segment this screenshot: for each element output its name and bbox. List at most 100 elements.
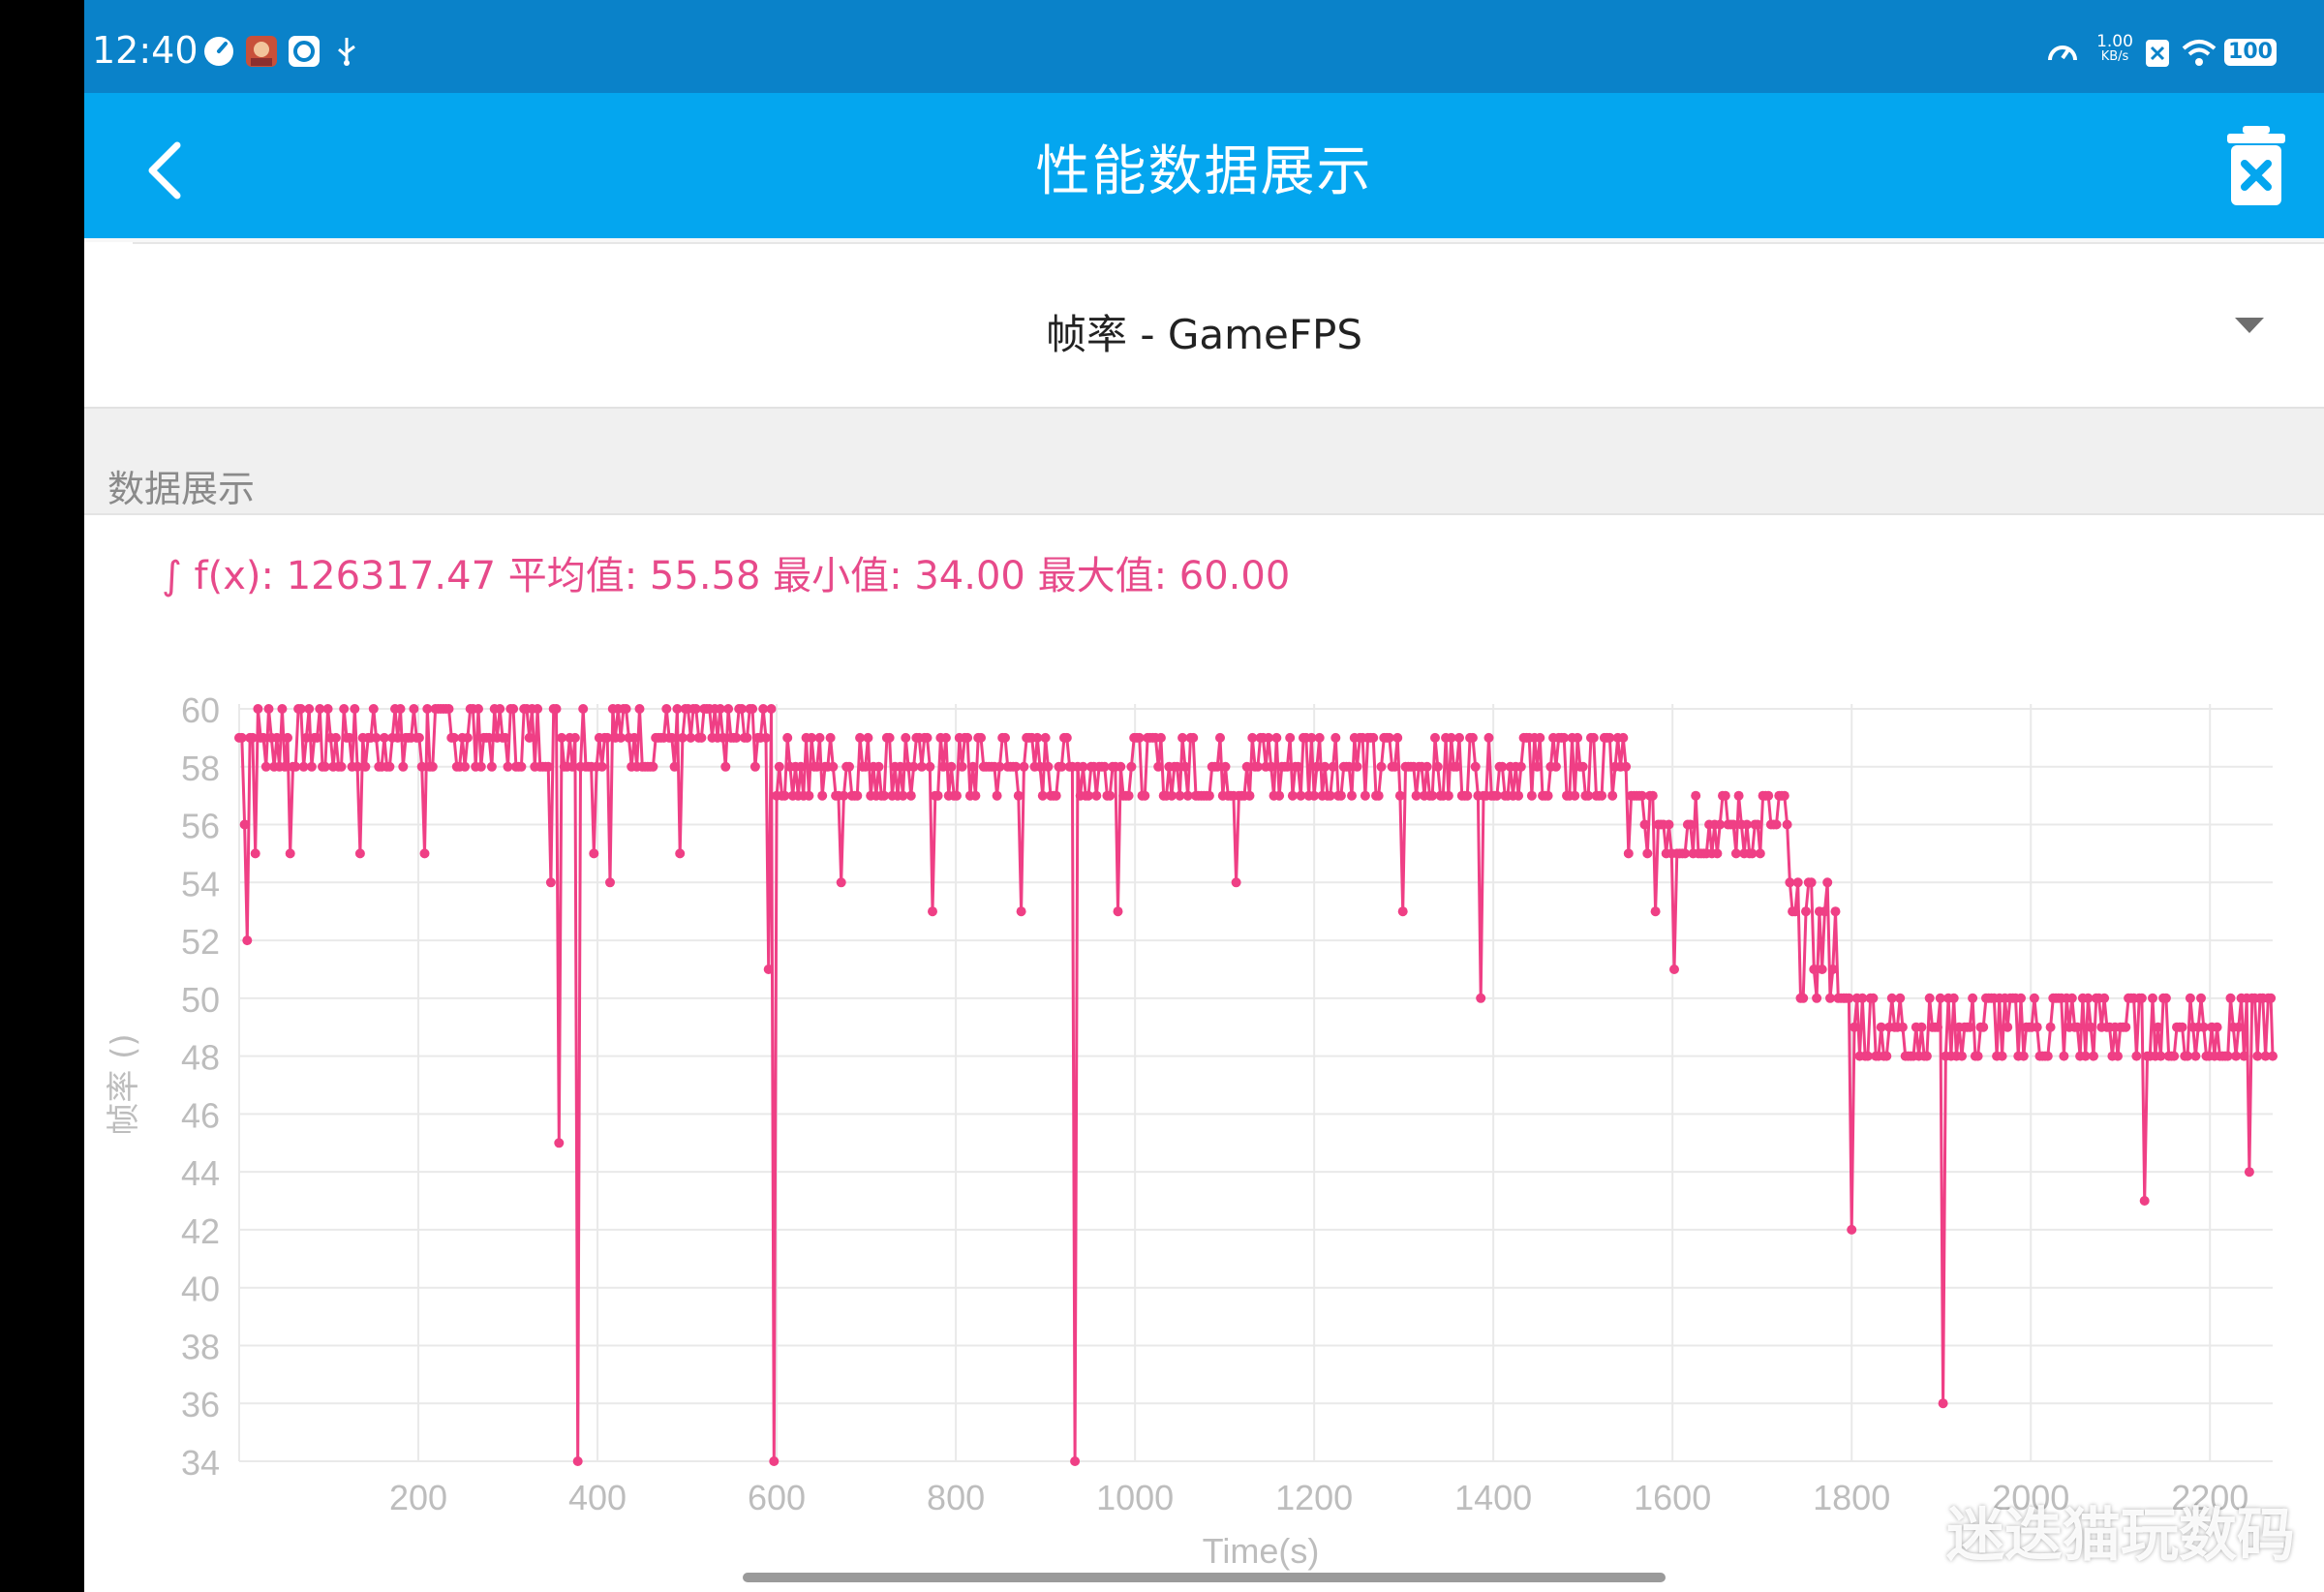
fps-data-point — [1862, 1051, 1873, 1061]
fps-data-point — [1311, 761, 1322, 772]
fps-data-point — [1868, 993, 1879, 1003]
fps-data-point — [852, 790, 863, 801]
fps-data-point — [1282, 761, 1293, 772]
x-axis-label: Time(s) — [1203, 1531, 1320, 1571]
fps-data-point — [1728, 819, 1739, 830]
fps-data-point — [1452, 761, 1462, 772]
fps-data-point — [1806, 877, 1817, 888]
fps-data-point — [368, 704, 379, 714]
fps-data-point — [1430, 732, 1440, 743]
fps-data-point — [1570, 790, 1580, 801]
fps-data-point — [2045, 1022, 2056, 1032]
dropdown-caret-icon[interactable] — [2233, 316, 2266, 335]
fps-data-point — [1935, 993, 1945, 1003]
delete-button[interactable] — [2217, 122, 2295, 209]
fps-data-point — [925, 761, 935, 772]
fps-data-point — [761, 732, 771, 743]
fps-data-point — [322, 704, 333, 714]
fps-data-point — [578, 704, 589, 714]
battery-icon: 100 — [2224, 39, 2277, 66]
fps-data-point — [474, 704, 483, 714]
y-tick-label: 42 — [181, 1211, 220, 1251]
fps-data-point — [2089, 1051, 2098, 1061]
fps-data-point — [2190, 1051, 2201, 1061]
fps-data-point — [1274, 790, 1285, 801]
fps-data-point — [1968, 993, 1978, 1003]
x-tick-label: 800 — [927, 1478, 985, 1517]
fps-data-point — [1997, 1051, 2007, 1061]
fps-data-point — [616, 732, 627, 743]
chart-grid — [238, 704, 2273, 1462]
fps-data-point — [2042, 1051, 2053, 1061]
fps-data-point — [1847, 1224, 1857, 1235]
fps-data-point — [1051, 790, 1061, 801]
fps-data-point — [263, 704, 274, 714]
fps-data-point — [2222, 1051, 2233, 1061]
fps-data-point — [677, 732, 688, 743]
fps-data-point — [2003, 1022, 2013, 1032]
fps-data-point — [1798, 993, 1809, 1003]
fps-data-point — [1422, 761, 1432, 772]
fps-data-point — [1664, 819, 1674, 830]
section-label: 数据展示 — [107, 468, 256, 510]
fps-data-point — [1577, 761, 1588, 772]
fps-data-point — [1467, 732, 1478, 743]
x-tick-label: 1000 — [1096, 1478, 1174, 1517]
fps-data-point — [1850, 1022, 1859, 1032]
fps-data-point — [1476, 993, 1486, 1003]
fps-data-point — [1948, 993, 1959, 1003]
fps-data-point — [462, 732, 473, 743]
back-button[interactable] — [131, 132, 208, 209]
fps-data-point — [1013, 790, 1024, 801]
fps-data-point — [2212, 1022, 2222, 1032]
fps-data-point — [1037, 790, 1048, 801]
data-speed-icon — [2048, 46, 2077, 61]
fps-data-point — [1271, 732, 1282, 743]
home-indicator[interactable] — [743, 1573, 1666, 1582]
fps-data-point — [1978, 1022, 1989, 1032]
fps-data-point — [1782, 819, 1792, 830]
metric-selector-label: 帧率 - GameFPS — [1045, 311, 1363, 358]
fps-data-point — [1220, 761, 1231, 772]
fps-data-point — [916, 761, 927, 772]
fps-data-point — [567, 761, 578, 772]
fps-data-point — [873, 761, 884, 772]
fps-data-point — [905, 790, 916, 801]
fps-data-point — [1462, 790, 1473, 801]
speedometer-icon — [204, 37, 233, 66]
fps-data-point — [551, 704, 562, 714]
fps-data-point — [1876, 1022, 1886, 1032]
fps-data-point — [500, 732, 510, 743]
fps-data-point — [2153, 1022, 2163, 1032]
fps-data-point — [1483, 732, 1494, 743]
fps-series — [234, 704, 2278, 1466]
fps-data-point — [1454, 732, 1464, 743]
fps-data-point — [696, 732, 707, 743]
fps-data-point — [392, 732, 403, 743]
metric-selector[interactable]: 帧率 - GameFPS — [84, 242, 2324, 409]
fps-data-point — [443, 704, 454, 714]
fps-data-point — [1957, 1051, 1967, 1061]
fps-data-point — [533, 704, 543, 714]
x-tick-label: 200 — [389, 1478, 447, 1517]
fps-data-point — [427, 761, 438, 772]
fps-data-point — [1266, 761, 1276, 772]
fps-data-point — [1491, 790, 1502, 801]
fps-data-point — [2185, 993, 2195, 1003]
fps-data-point — [1559, 732, 1570, 743]
fps-data-point — [1650, 906, 1661, 917]
fps-data-point — [295, 704, 306, 714]
fps-data-point — [301, 732, 312, 743]
fps-data-point — [2113, 1051, 2123, 1061]
fps-data-point — [1427, 790, 1438, 801]
fps-data-point — [879, 790, 890, 801]
fps-data-point — [1105, 790, 1116, 801]
fps-data-point — [1792, 877, 1803, 888]
fps-data-point — [1543, 790, 1553, 801]
fps-data-point — [1733, 790, 1744, 801]
fps-data-point — [2032, 1022, 2042, 1032]
fps-data-point — [1526, 790, 1537, 801]
fps-data-point — [1886, 993, 1897, 1003]
fps-data-point — [1344, 761, 1355, 772]
y-axis-label: 帧率 () — [105, 1033, 143, 1135]
